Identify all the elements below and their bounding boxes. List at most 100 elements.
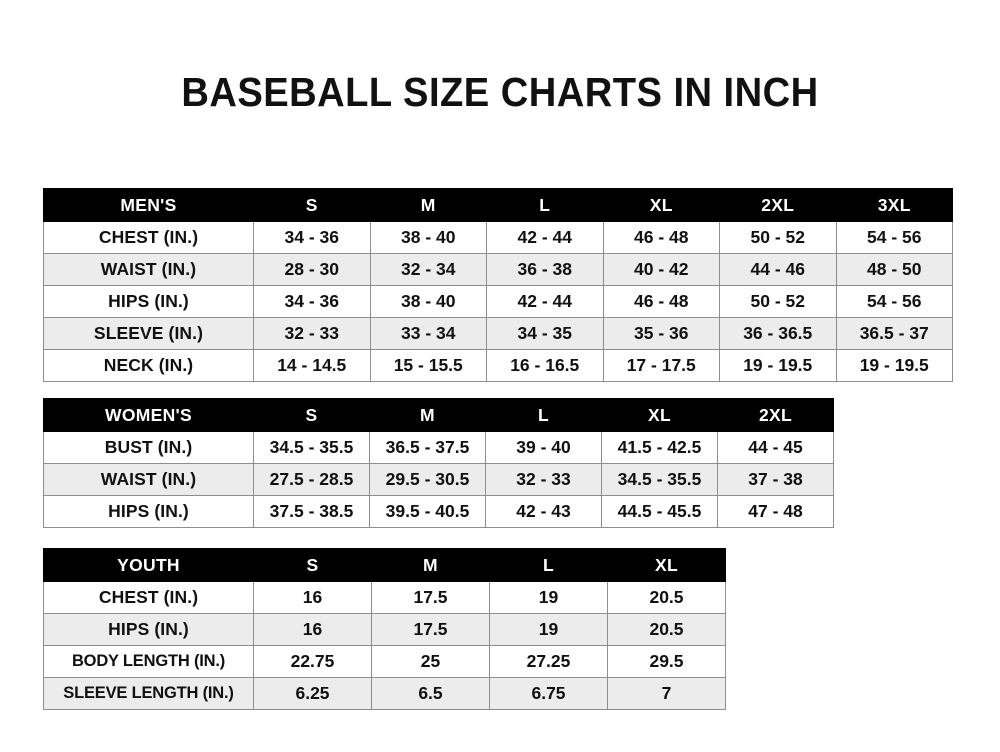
row-label: BODY LENGTH (IN.)	[43, 645, 254, 678]
measurement-cell: 19	[489, 613, 608, 646]
measurement-cell: 50 - 52	[719, 285, 837, 318]
youth-table-head: YOUTH S M L XL	[43, 548, 726, 582]
measurement-cell: 19 - 19.5	[835, 349, 953, 382]
measurement-cell: 33 - 34	[369, 317, 487, 350]
table-row: NECK (IN.) 14 - 14.5 15 - 15.5 16 - 16.5…	[43, 349, 953, 382]
table-row: CHEST (IN.) 34 - 36 38 - 40 42 - 44 46 -…	[43, 221, 953, 254]
row-label: HIPS (IN.)	[43, 613, 254, 646]
row-label: HIPS (IN.)	[43, 495, 254, 528]
table-row: HIPS (IN.) 16 17.5 19 20.5	[43, 613, 726, 646]
measurement-cell: 36 - 38	[486, 253, 604, 286]
measurement-cell: 29.5 - 30.5	[369, 463, 486, 496]
measurement-cell: 17.5	[371, 581, 490, 614]
measurement-cell: 41.5 - 42.5	[601, 431, 718, 464]
measurement-cell: 20.5	[607, 581, 726, 614]
row-label: WAIST (IN.)	[43, 463, 254, 496]
measurement-cell: 34 - 36	[253, 285, 371, 318]
measurement-cell: 44 - 45	[717, 431, 834, 464]
measurement-cell: 54 - 56	[835, 221, 953, 254]
measurement-cell: 19 - 19.5	[719, 349, 837, 382]
table-row: BUST (IN.) 34.5 - 35.5 36.5 - 37.5 39 - …	[43, 431, 834, 464]
youth-size-header-l: L	[489, 548, 608, 582]
womens-table-body: BUST (IN.) 34.5 - 35.5 36.5 - 37.5 39 - …	[43, 431, 834, 528]
womens-header-row: WOMEN'S S M L XL 2XL	[43, 398, 834, 432]
table-row: WAIST (IN.) 28 - 30 32 - 34 36 - 38 40 -…	[43, 253, 953, 286]
measurement-cell: 37.5 - 38.5	[253, 495, 370, 528]
mens-size-table: MEN'S S M L XL 2XL 3XL CHEST (IN.) 34 - …	[43, 188, 953, 382]
measurement-cell: 42 - 44	[486, 285, 604, 318]
womens-size-header-2xl: 2XL	[717, 398, 834, 432]
measurement-cell: 34 - 35	[486, 317, 604, 350]
womens-size-header-l: L	[485, 398, 602, 432]
youth-size-header-m: M	[371, 548, 490, 582]
page-title: BASEBALL SIZE CHARTS IN INCH	[181, 69, 819, 115]
measurement-cell: 20.5	[607, 613, 726, 646]
measurement-cell: 39.5 - 40.5	[369, 495, 486, 528]
mens-size-header-m: M	[369, 188, 487, 222]
measurement-cell: 34.5 - 35.5	[601, 463, 718, 496]
measurement-cell: 47 - 48	[717, 495, 834, 528]
table-row: HIPS (IN.) 34 - 36 38 - 40 42 - 44 46 - …	[43, 285, 953, 318]
table-row: WAIST (IN.) 27.5 - 28.5 29.5 - 30.5 32 -…	[43, 463, 834, 496]
measurement-cell: 16	[253, 613, 372, 646]
mens-category-header: MEN'S	[43, 188, 254, 222]
measurement-cell: 25	[371, 645, 490, 678]
measurement-cell: 50 - 52	[719, 221, 837, 254]
measurement-cell: 34 - 36	[253, 221, 371, 254]
measurement-cell: 36.5 - 37	[835, 317, 953, 350]
measurement-cell: 6.25	[253, 677, 372, 710]
mens-table-head: MEN'S S M L XL 2XL 3XL	[43, 188, 953, 222]
measurement-cell: 39 - 40	[485, 431, 602, 464]
measurement-cell: 37 - 38	[717, 463, 834, 496]
womens-size-table: WOMEN'S S M L XL 2XL BUST (IN.) 34.5 - 3…	[43, 398, 834, 528]
youth-category-header: YOUTH	[43, 548, 254, 582]
table-row: SLEEVE (IN.) 32 - 33 33 - 34 34 - 35 35 …	[43, 317, 953, 350]
measurement-cell: 36 - 36.5	[719, 317, 837, 350]
row-label: SLEEVE LENGTH (IN.)	[43, 677, 254, 710]
row-label: CHEST (IN.)	[43, 221, 254, 254]
measurement-cell: 7	[607, 677, 726, 710]
measurement-cell: 40 - 42	[602, 253, 720, 286]
measurement-cell: 27.25	[489, 645, 608, 678]
measurement-cell: 32 - 33	[253, 317, 371, 350]
measurement-cell: 32 - 34	[369, 253, 487, 286]
measurement-cell: 38 - 40	[369, 285, 487, 318]
measurement-cell: 36.5 - 37.5	[369, 431, 486, 464]
womens-size-header-s: S	[253, 398, 370, 432]
mens-size-header-s: S	[253, 188, 371, 222]
measurement-cell: 16	[253, 581, 372, 614]
table-row: HIPS (IN.) 37.5 - 38.5 39.5 - 40.5 42 - …	[43, 495, 834, 528]
row-label: WAIST (IN.)	[43, 253, 254, 286]
measurement-cell: 15 - 15.5	[369, 349, 487, 382]
measurement-cell: 38 - 40	[369, 221, 487, 254]
measurement-cell: 48 - 50	[835, 253, 953, 286]
youth-size-header-xl: XL	[607, 548, 726, 582]
measurement-cell: 14 - 14.5	[253, 349, 371, 382]
measurement-cell: 17.5	[371, 613, 490, 646]
youth-table-body: CHEST (IN.) 16 17.5 19 20.5 HIPS (IN.) 1…	[43, 581, 726, 710]
youth-size-header-s: S	[253, 548, 372, 582]
measurement-cell: 54 - 56	[835, 285, 953, 318]
measurement-cell: 22.75	[253, 645, 372, 678]
mens-size-header-xl: XL	[602, 188, 720, 222]
measurement-cell: 34.5 - 35.5	[253, 431, 370, 464]
mens-size-header-3xl: 3XL	[835, 188, 953, 222]
measurement-cell: 16 - 16.5	[486, 349, 604, 382]
row-label: SLEEVE (IN.)	[43, 317, 254, 350]
measurement-cell: 6.75	[489, 677, 608, 710]
table-row: SLEEVE LENGTH (IN.) 6.25 6.5 6.75 7	[43, 677, 726, 710]
measurement-cell: 44.5 - 45.5	[601, 495, 718, 528]
measurement-cell: 35 - 36	[602, 317, 720, 350]
measurement-cell: 32 - 33	[485, 463, 602, 496]
mens-size-header-l: L	[486, 188, 604, 222]
womens-category-header: WOMEN'S	[43, 398, 254, 432]
table-row: BODY LENGTH (IN.) 22.75 25 27.25 29.5	[43, 645, 726, 678]
measurement-cell: 29.5	[607, 645, 726, 678]
womens-table-head: WOMEN'S S M L XL 2XL	[43, 398, 834, 432]
mens-header-row: MEN'S S M L XL 2XL 3XL	[43, 188, 953, 222]
youth-header-row: YOUTH S M L XL	[43, 548, 726, 582]
row-label: NECK (IN.)	[43, 349, 254, 382]
measurement-cell: 19	[489, 581, 608, 614]
womens-size-header-m: M	[369, 398, 486, 432]
